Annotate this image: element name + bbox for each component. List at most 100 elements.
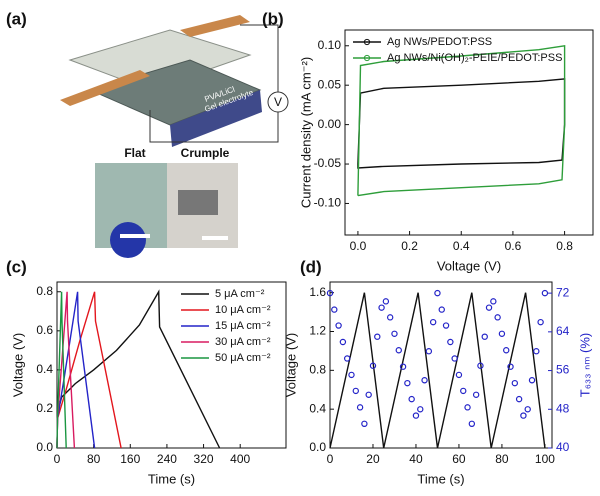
x-axis-title: Time (s): [148, 471, 195, 486]
panel-label: (d): [300, 257, 322, 276]
data-point: [352, 387, 359, 395]
voltmeter-label: V: [274, 95, 282, 109]
data-point: [515, 395, 523, 403]
data-point: [343, 355, 351, 362]
y-axis-title: Voltage (V): [10, 333, 25, 397]
y-tick-label: 1.6: [309, 285, 326, 299]
data-point: [326, 289, 334, 297]
series-line: [56, 291, 96, 449]
y2-tick-label: 64: [556, 324, 570, 338]
panel-label: (c): [6, 257, 27, 276]
y-tick-label: 0.8: [36, 284, 53, 298]
y-tick-label: 0.4: [36, 362, 53, 376]
data-point: [335, 322, 342, 329]
y-tick-label: 0.0: [309, 440, 326, 454]
data-point: [472, 391, 480, 398]
data-point: [464, 404, 471, 411]
y-tick-label: 0.10: [318, 38, 342, 52]
legend-label: 30 μA cm⁻²: [215, 336, 271, 348]
legend-marker: [363, 38, 371, 46]
y2-tick-label: 48: [556, 401, 570, 415]
data-point: [408, 395, 415, 403]
x-tick-label: 0: [54, 452, 61, 466]
data-point: [382, 298, 390, 305]
series-line: [329, 292, 546, 449]
panel-a: (a) PVA/LiCl Gel electrolyte V Flat Crum…: [6, 9, 289, 258]
data-point: [348, 371, 355, 379]
y-tick-label: 0.2: [36, 401, 53, 415]
scale-bar: [120, 234, 150, 238]
photo-detail: [110, 222, 146, 258]
data-point: [477, 362, 484, 369]
x-tick-label: 0.2: [401, 239, 418, 253]
data-point: [412, 412, 420, 419]
y-tick-label: -0.05: [314, 156, 342, 170]
data-point: [386, 314, 394, 321]
y2-tick-label: 72: [556, 285, 570, 299]
x-tick-label: 20: [366, 452, 380, 466]
legend-label: 50 μA cm⁻²: [215, 352, 271, 364]
y-tick-label: -0.10: [314, 196, 342, 210]
data-point: [442, 322, 450, 329]
data-point: [528, 377, 536, 384]
data-point: [533, 348, 540, 355]
data-point: [541, 289, 549, 297]
legend-label: 10 μA cm⁻²: [215, 304, 271, 316]
data-point: [468, 420, 476, 428]
series-line: [56, 291, 122, 449]
data-point: [429, 318, 437, 326]
series-line: [357, 78, 566, 169]
legend-label: 15 μA cm⁻²: [215, 320, 271, 332]
series-line: [56, 291, 67, 449]
plot-frame: [56, 281, 287, 449]
scale-bar: [202, 236, 228, 240]
y-tick-label: 0.0: [36, 440, 53, 454]
data-point: [369, 362, 377, 369]
x-tick-label: 0.8: [556, 239, 573, 253]
data-point: [503, 347, 510, 354]
data-point: [511, 379, 519, 387]
data-point: [490, 298, 497, 305]
x-tick-label: 80: [495, 452, 509, 466]
x-tick-label: 0.4: [453, 239, 470, 253]
data-point: [425, 348, 433, 355]
data-point: [520, 412, 527, 419]
data-point: [447, 338, 454, 346]
x-tick-label: 80: [87, 452, 101, 466]
y-axis-title: Current density (mA cm⁻²): [298, 57, 313, 208]
data-point: [421, 377, 428, 384]
wire: [240, 24, 279, 92]
x-tick-label: 100: [535, 452, 555, 466]
legend-label: Ag NWs/PEDOT:PSS: [387, 36, 492, 48]
photo-detail: [178, 190, 218, 215]
data-point: [356, 404, 364, 411]
data-point: [485, 304, 493, 311]
wire: [149, 110, 279, 143]
y-tick-label: 0.00: [318, 117, 342, 131]
data-point: [395, 347, 402, 354]
legend-label: 5 μA cm⁻²: [215, 288, 265, 300]
y-axis-title: Voltage (V): [283, 333, 298, 397]
data-point: [507, 363, 514, 370]
data-point: [378, 304, 385, 311]
photo-label: Crumple: [181, 146, 230, 160]
data-point: [537, 318, 544, 326]
voltmeter: [267, 91, 289, 113]
series-line: [357, 44, 566, 197]
data-point: [399, 363, 407, 370]
data-point: [417, 406, 424, 413]
y2-tick-label: 56: [556, 363, 570, 377]
y-tick-label: 0.6: [36, 323, 53, 337]
data-point: [460, 387, 467, 395]
data-point: [339, 338, 347, 346]
x-axis-title: Voltage (V): [437, 258, 501, 273]
x-tick-label: 240: [157, 452, 177, 466]
data-point: [524, 406, 531, 413]
data-point: [391, 330, 398, 337]
data-point: [438, 306, 445, 313]
y-tick-label: 0.4: [309, 401, 326, 415]
data-point: [374, 333, 381, 340]
x-tick-label: 400: [230, 452, 250, 466]
data-point: [365, 391, 372, 398]
